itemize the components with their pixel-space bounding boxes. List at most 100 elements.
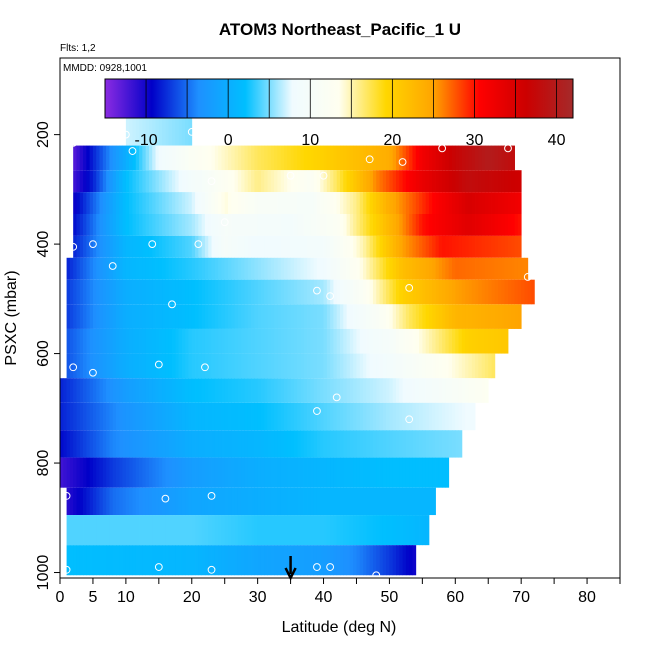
heatmap-cell [142, 353, 147, 379]
heatmap-cell [69, 378, 74, 403]
heatmap-cell [521, 257, 525, 280]
heatmap-cell [247, 170, 252, 193]
heatmap-cell [198, 378, 203, 403]
heatmap-cell [264, 353, 268, 379]
heatmap-cell [389, 192, 394, 214]
heatmap-cell [86, 487, 91, 516]
heatmap-cell [494, 257, 499, 280]
heatmap-cell [195, 353, 199, 379]
heatmap-cell [122, 353, 127, 379]
heatmap-cell [432, 214, 436, 236]
heatmap-cell [73, 457, 77, 488]
heatmap-cell [135, 257, 140, 280]
heatmap-cell [405, 170, 410, 193]
heatmap-cell [376, 487, 380, 516]
heatmap-cell [79, 235, 84, 258]
heatmap-cell [244, 257, 249, 280]
heatmap-cell [396, 304, 400, 329]
heatmap-cell [228, 515, 232, 546]
heatmap-cell [293, 487, 298, 516]
heatmap-cell [135, 353, 140, 379]
heatmap-cell [102, 214, 107, 236]
heatmap-cell [422, 170, 427, 193]
chart-title: ATOM3 Northeast_Pacific_1 U [219, 20, 461, 39]
heatmap-cell [257, 545, 262, 576]
heatmap-cell [165, 457, 170, 488]
heatmap-cell [158, 214, 163, 236]
heatmap-cell [218, 328, 222, 354]
heatmap-cell [79, 545, 84, 576]
heatmap-cell [191, 515, 196, 546]
heatmap-cell [386, 304, 390, 329]
heatmap-cell [228, 145, 232, 171]
mmdd-label: MMDD: 0928,1001 [63, 63, 147, 74]
heatmap-cell [392, 214, 397, 236]
heatmap-cell [195, 515, 199, 546]
heatmap-cell [208, 235, 212, 258]
heatmap-cell [389, 279, 394, 305]
heatmap-cell [356, 214, 361, 236]
heatmap-cell [231, 353, 235, 379]
heatmap-cell [458, 378, 463, 403]
heatmap-cell [234, 430, 239, 458]
heatmap-cell [129, 430, 133, 458]
heatmap-cell [208, 457, 212, 488]
heatmap-cell [330, 402, 334, 431]
heatmap-cell [129, 235, 133, 258]
heatmap-cell [79, 279, 84, 305]
heatmap-cell [241, 515, 245, 546]
heatmap-cell [247, 235, 252, 258]
heatmap-cell [191, 279, 196, 305]
heatmap-cell [129, 402, 133, 431]
heatmap-cell [491, 279, 496, 305]
heatmap-cell [116, 214, 120, 236]
heatmap-cell [428, 487, 433, 516]
heatmap-cell [468, 235, 473, 258]
heatmap-cell [172, 430, 176, 458]
heatmap-cell [234, 457, 239, 488]
heatmap-cell [142, 118, 147, 146]
heatmap-cell [145, 192, 150, 214]
heatmap-cell [152, 192, 156, 214]
heatmap-cell [336, 457, 341, 488]
heatmap-cell [119, 279, 123, 305]
heatmap-cell [155, 235, 160, 258]
heatmap-cell [201, 257, 206, 280]
heatmap-cell [369, 235, 374, 258]
heatmap-cell [336, 430, 341, 458]
heatmap-cell [310, 457, 315, 488]
heatmap-cell [208, 487, 212, 516]
heatmap-cell [208, 257, 212, 280]
heatmap-cell [326, 353, 331, 379]
heatmap-cell [412, 515, 417, 546]
heatmap-cell [297, 192, 301, 214]
heatmap-cell [106, 170, 110, 193]
heatmap-cell [313, 457, 318, 488]
heatmap-cell [353, 328, 357, 354]
observation-marker [207, 565, 216, 574]
heatmap-cell [280, 328, 285, 354]
heatmap-cell [442, 279, 446, 305]
heatmap-cell [122, 515, 127, 546]
heatmap-cell [452, 378, 456, 403]
heatmap-cell [415, 145, 420, 171]
heatmap-cell [106, 545, 110, 576]
heatmap-cell [181, 257, 186, 280]
heatmap-cell [214, 430, 219, 458]
heatmap-cell [83, 430, 87, 458]
heatmap-cell [392, 304, 397, 329]
x-tick-label: 50 [381, 589, 399, 606]
heatmap-cell [99, 487, 104, 516]
heatmap-cell [300, 257, 305, 280]
heatmap-cell [346, 304, 351, 329]
heatmap-cell [99, 430, 104, 458]
heatmap-cell [379, 515, 384, 546]
heatmap-cell [290, 353, 295, 379]
heatmap-cell [353, 235, 357, 258]
heatmap-cell [152, 257, 156, 280]
heatmap-cell [162, 457, 166, 488]
heatmap-cell [363, 170, 367, 193]
heatmap-cell [221, 430, 226, 458]
heatmap-cell [293, 353, 298, 379]
heatmap-cell [442, 145, 446, 171]
